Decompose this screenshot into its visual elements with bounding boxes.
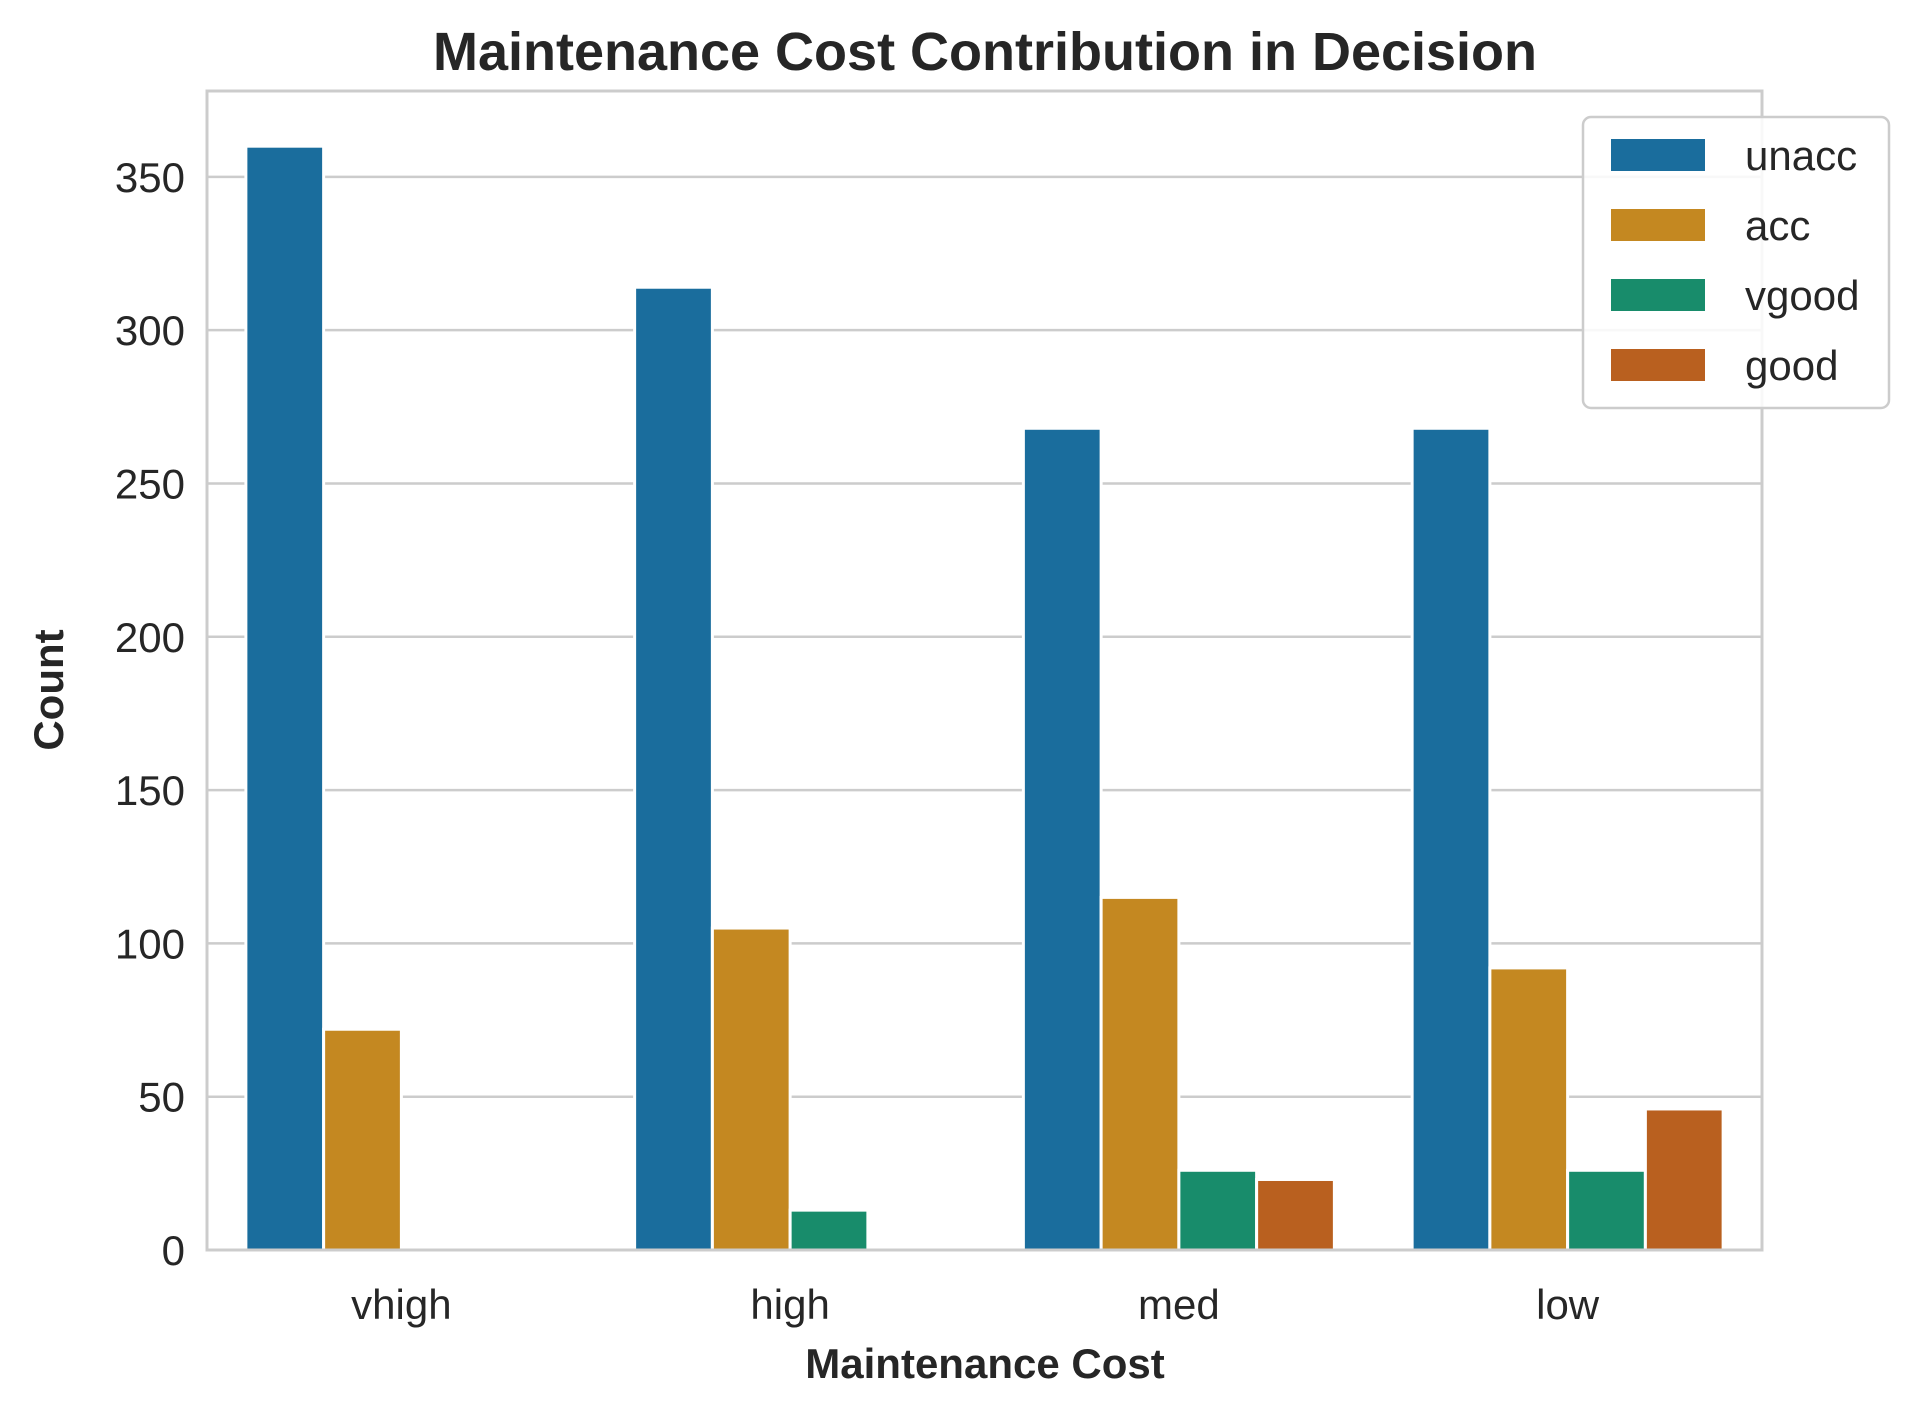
y-tick-labels: 0 50 100 150 200 250 300 350 — [115, 154, 185, 1274]
x-tick-label: low — [1536, 1281, 1600, 1328]
plot-frame — [205, 89, 1764, 1252]
bar-good-low — [1643, 1107, 1725, 1252]
legend-box — [1581, 115, 1891, 410]
bar-acc-high — [710, 926, 792, 1252]
y-axis-label: Count — [25, 629, 72, 750]
y-tick-label: 350 — [115, 154, 185, 201]
bar-acc-vhigh — [322, 1027, 403, 1252]
legend-swatch-unacc — [1611, 139, 1705, 171]
x-tick-label: vhigh — [351, 1281, 451, 1328]
y-tick-label: 100 — [115, 920, 185, 967]
y-tick-label: 300 — [115, 307, 185, 354]
y-tick-label: 0 — [162, 1227, 185, 1274]
legend: unacc acc vgood good — [1581, 115, 1891, 410]
bar-good-med — [1255, 1177, 1336, 1252]
legend-label-good: good — [1745, 342, 1838, 389]
bar-acc-med — [1099, 895, 1181, 1252]
grid-lines — [207, 175, 1762, 1252]
chart-title: Maintenance Cost Contribution in Decisio… — [433, 22, 1537, 82]
legend-label-unacc: unacc — [1745, 132, 1857, 179]
y-tick-label: 50 — [138, 1074, 185, 1121]
bar-acc-low — [1488, 966, 1570, 1252]
bar-unacc-low — [1410, 426, 1492, 1252]
legend-swatch-acc — [1611, 209, 1705, 241]
y-tick-label: 150 — [115, 767, 185, 814]
x-tick-labels: vhigh high med low — [351, 1281, 1600, 1328]
bar-vgood-low — [1566, 1168, 1647, 1252]
legend-swatch-good — [1611, 349, 1705, 381]
x-axis-label: Maintenance Cost — [805, 1340, 1164, 1387]
bar-unacc-vhigh — [244, 144, 326, 1252]
legend-swatch-vgood — [1611, 279, 1705, 311]
bar-vgood-med — [1177, 1168, 1259, 1252]
y-tick-label: 250 — [115, 460, 185, 507]
bar-unacc-med — [1021, 426, 1103, 1252]
x-tick-label: high — [750, 1281, 829, 1328]
legend-label-acc: acc — [1745, 202, 1810, 249]
legend-entries: unacc acc vgood good — [1611, 132, 1859, 389]
bars — [244, 144, 1725, 1252]
legend-label-vgood: vgood — [1745, 272, 1859, 319]
x-tick-label: med — [1138, 1281, 1220, 1328]
bar-unacc-high — [633, 285, 714, 1252]
bar-vgood-high — [788, 1208, 870, 1252]
y-tick-label: 200 — [115, 614, 185, 661]
